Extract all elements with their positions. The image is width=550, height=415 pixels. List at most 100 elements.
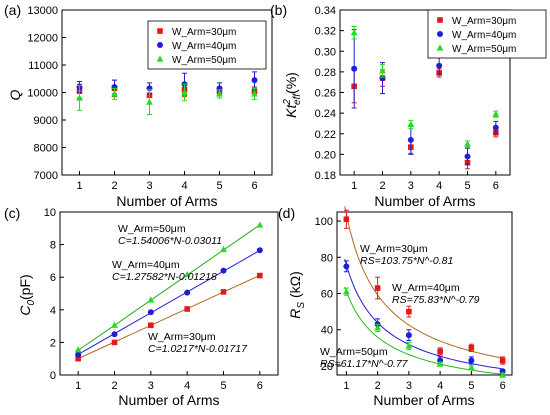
fit-annotation-title: W_Arm=30μm — [148, 331, 216, 343]
data-point — [379, 67, 386, 74]
legend-label: W_Arm=50μm — [452, 44, 516, 55]
data-point — [251, 90, 258, 97]
fit-annotation-equation: C=1.27582*N-0.01218 — [112, 271, 217, 283]
y-tick-label: 7000 — [34, 170, 58, 182]
data-point — [343, 216, 350, 223]
data-point — [257, 272, 263, 279]
y-tick-label: 0.24 — [315, 108, 336, 120]
data-point — [251, 77, 258, 84]
legend-marker — [156, 55, 164, 62]
x-tick-label: 2 — [111, 380, 117, 392]
y-tick-label: 20 — [321, 361, 333, 373]
y-tick-label: 0.32 — [315, 26, 336, 38]
x-tick-label: 1 — [76, 180, 82, 192]
y-tick-label: 12000 — [27, 33, 58, 45]
data-point — [468, 357, 475, 364]
panel-label-b: (b) — [270, 2, 287, 18]
legend-label: W_Arm=40μm — [452, 30, 516, 41]
x-tick-label: 3 — [406, 380, 412, 392]
x-tick-label: 4 — [436, 180, 442, 192]
data-point — [256, 221, 264, 228]
data-point — [220, 289, 227, 295]
data-point — [492, 110, 500, 117]
fit-annotation-equation: RS=61.17*N^-0.77 — [320, 358, 409, 370]
data-point — [343, 263, 350, 270]
data-point — [436, 360, 444, 367]
data-point — [342, 288, 350, 295]
legend-a: W_Arm=30μm W_Arm=40μm W_Arm=50μm — [147, 20, 267, 70]
data-point — [147, 296, 155, 303]
data-point — [75, 351, 82, 358]
data-point — [406, 308, 412, 315]
fit-line — [77, 249, 261, 355]
plot-frame-c — [59, 211, 279, 376]
x-tick-label: 5 — [220, 380, 226, 392]
legend-marker — [157, 42, 163, 48]
data-d: W_Arm=30μmRS=103.75*N^-0.81W_Arm=40μmRS=… — [320, 206, 507, 378]
panel-c: (c) 1 2 3 4 5 6 0 2 4 6 8 10 W_Arm=50μmC=1.54006*N-… — [4, 205, 279, 408]
panel-label-c: (c) — [4, 205, 20, 221]
data-point — [147, 309, 154, 316]
y-tick-label: 0.34 — [315, 5, 336, 17]
y-tick-label: 0.26 — [315, 88, 336, 100]
legend-marker — [436, 44, 444, 51]
fit-annotation-title: W_Arm=40μm — [392, 282, 460, 294]
y-tick-label: 2 — [50, 337, 56, 349]
panel-b: (b) 1 2 3 4 5 6 0.18 0.20 0.22 0.24 0.26 0.28 0.30 0.… — [270, 2, 547, 209]
panel-d: (d) 1 2 3 4 5 6 20 40 60 80 100 W_Arm=30μmRS=103.7… — [278, 205, 513, 408]
panel-label-a: (a) — [4, 2, 21, 18]
x-axis-label-b: Number of Arms — [374, 193, 475, 209]
x-tick-label: 3 — [146, 180, 152, 192]
y-tick-label: 6 — [50, 272, 56, 284]
data-point — [350, 29, 358, 36]
legend-b: W_Arm=30μm W_Arm=40μm W_Arm=50μm — [427, 9, 547, 59]
x-tick-label: 6 — [500, 380, 506, 392]
y-tick-label: 0.18 — [315, 170, 336, 182]
fit-line — [77, 274, 261, 360]
data-point — [111, 331, 118, 338]
legend-box — [147, 20, 267, 70]
data-point — [184, 289, 191, 296]
x-tick-label: 1 — [343, 380, 349, 392]
data-point — [220, 245, 227, 253]
data-point — [464, 153, 471, 160]
x-tick-label: 3 — [148, 380, 154, 392]
legend-label: W_Arm=30μm — [452, 16, 516, 27]
data-point — [407, 120, 415, 128]
ticks-c: 1 2 3 4 5 6 0 2 4 6 8 10 — [44, 207, 263, 392]
legend-label: W_Arm=40μm — [172, 41, 236, 52]
data-point — [111, 90, 118, 97]
legend-marker — [437, 17, 443, 23]
y-tick-label: 60 — [321, 289, 333, 301]
y-tick-label: 100 — [315, 216, 333, 228]
x-tick-label: 2 — [375, 380, 381, 392]
x-axis-label-c: Number of Arms — [118, 392, 219, 408]
y-tick-label: 0.28 — [315, 67, 336, 79]
data-point — [407, 136, 414, 143]
y-tick-label: 0 — [50, 370, 56, 382]
fit-annotation-title: W_Arm=50μm — [320, 346, 388, 358]
data-point — [436, 62, 443, 69]
data-point — [111, 339, 118, 346]
y-tick-label: 0.30 — [315, 46, 336, 58]
y-tick-label: 10 — [44, 207, 56, 219]
data-c: W_Arm=50μmC=1.54006*N-0.03011W_Arm=40μmC… — [74, 221, 264, 362]
y-tick-label: 13000 — [27, 5, 58, 17]
x-tick-label: 2 — [379, 180, 385, 192]
data-point — [74, 346, 82, 353]
data-point — [464, 140, 471, 147]
data-point — [181, 88, 188, 96]
y-tick-label: 4 — [50, 305, 56, 317]
y-tick-label: 8000 — [34, 143, 58, 155]
data-point — [256, 247, 263, 254]
legend-marker — [157, 28, 163, 34]
legend-label: W_Arm=50μm — [172, 55, 236, 66]
data-point — [76, 94, 83, 101]
x-tick-label: 6 — [493, 180, 499, 192]
data-point — [468, 345, 475, 351]
fit-annotation-equation: RS=103.75*N^-0.81 — [360, 255, 453, 267]
x-tick-label: 5 — [464, 180, 470, 192]
y-axis-label-d: RS (kΩ) — [287, 271, 307, 318]
fit-annotation-equation: RS=75.83*N^-0.79 — [392, 294, 480, 306]
ticks-a: 1 2 3 4 5 6 7000 8000 9000 10000 11000 12000 13000 — [27, 5, 257, 192]
